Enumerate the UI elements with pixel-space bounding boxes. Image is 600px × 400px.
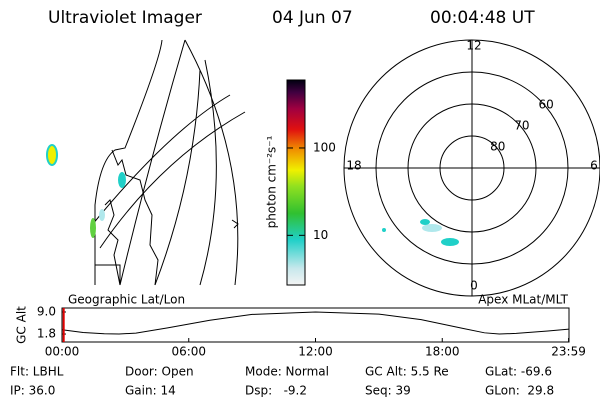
status-field: GC Alt: 5.5 Re bbox=[365, 365, 449, 379]
lat-label: 80 bbox=[490, 140, 505, 154]
plot-frame bbox=[61, 307, 570, 343]
y-tick-label: 1.8 bbox=[37, 327, 56, 341]
status-field: Mode: Normal bbox=[245, 365, 329, 379]
polar-plot bbox=[382, 219, 459, 246]
colorbar bbox=[286, 79, 306, 286]
mlt-label: 0 bbox=[470, 279, 478, 293]
status-field: Flt: LBHL bbox=[10, 365, 64, 379]
geo-map bbox=[46, 39, 246, 286]
status-field: Gain: 14 bbox=[125, 384, 176, 398]
mlt-label: 18 bbox=[346, 159, 361, 173]
title: Ultraviolet Imager bbox=[48, 8, 202, 28]
time: 00:04:48 UT bbox=[430, 8, 535, 28]
status-field: Seq: 39 bbox=[365, 384, 411, 398]
x-tick-label: 18:00 bbox=[425, 345, 460, 359]
mlt-label: 12 bbox=[466, 39, 481, 53]
status-field: Door: Open bbox=[125, 365, 194, 379]
polar-ring bbox=[375, 71, 569, 265]
x-tick-label: 23:59 bbox=[551, 345, 586, 359]
lat-label: 60 bbox=[538, 98, 553, 112]
status-field: GLat: -69.6 bbox=[485, 365, 552, 379]
polar-ring bbox=[407, 103, 537, 233]
altitude-line bbox=[61, 311, 570, 335]
status-field: GLon: 29.8 bbox=[485, 384, 554, 398]
y-axis-label: GC Alt bbox=[15, 306, 29, 344]
lat-label: 70 bbox=[514, 119, 529, 133]
y-tick-label: 9.0 bbox=[37, 304, 56, 318]
x-tick-label: 00:00 bbox=[45, 345, 80, 359]
colorbar-tick-label: 100 bbox=[313, 140, 336, 154]
colorbar-tick-label: 10 bbox=[313, 228, 328, 242]
polar-label: Apex MLat/MLT bbox=[478, 293, 568, 307]
map-label: Geographic Lat/Lon bbox=[68, 293, 185, 307]
status-field: IP: 36.0 bbox=[10, 384, 55, 398]
x-tick-label: 06:00 bbox=[171, 345, 206, 359]
x-tick-label: 12:00 bbox=[298, 345, 333, 359]
polar-ring bbox=[439, 135, 505, 201]
colorbar-label: photon cm⁻²s⁻¹ bbox=[265, 135, 279, 228]
mlt-label: 6 bbox=[590, 159, 598, 173]
status-field: Dsp: -9.2 bbox=[245, 384, 307, 398]
date: 04 Jun 07 bbox=[272, 8, 353, 28]
